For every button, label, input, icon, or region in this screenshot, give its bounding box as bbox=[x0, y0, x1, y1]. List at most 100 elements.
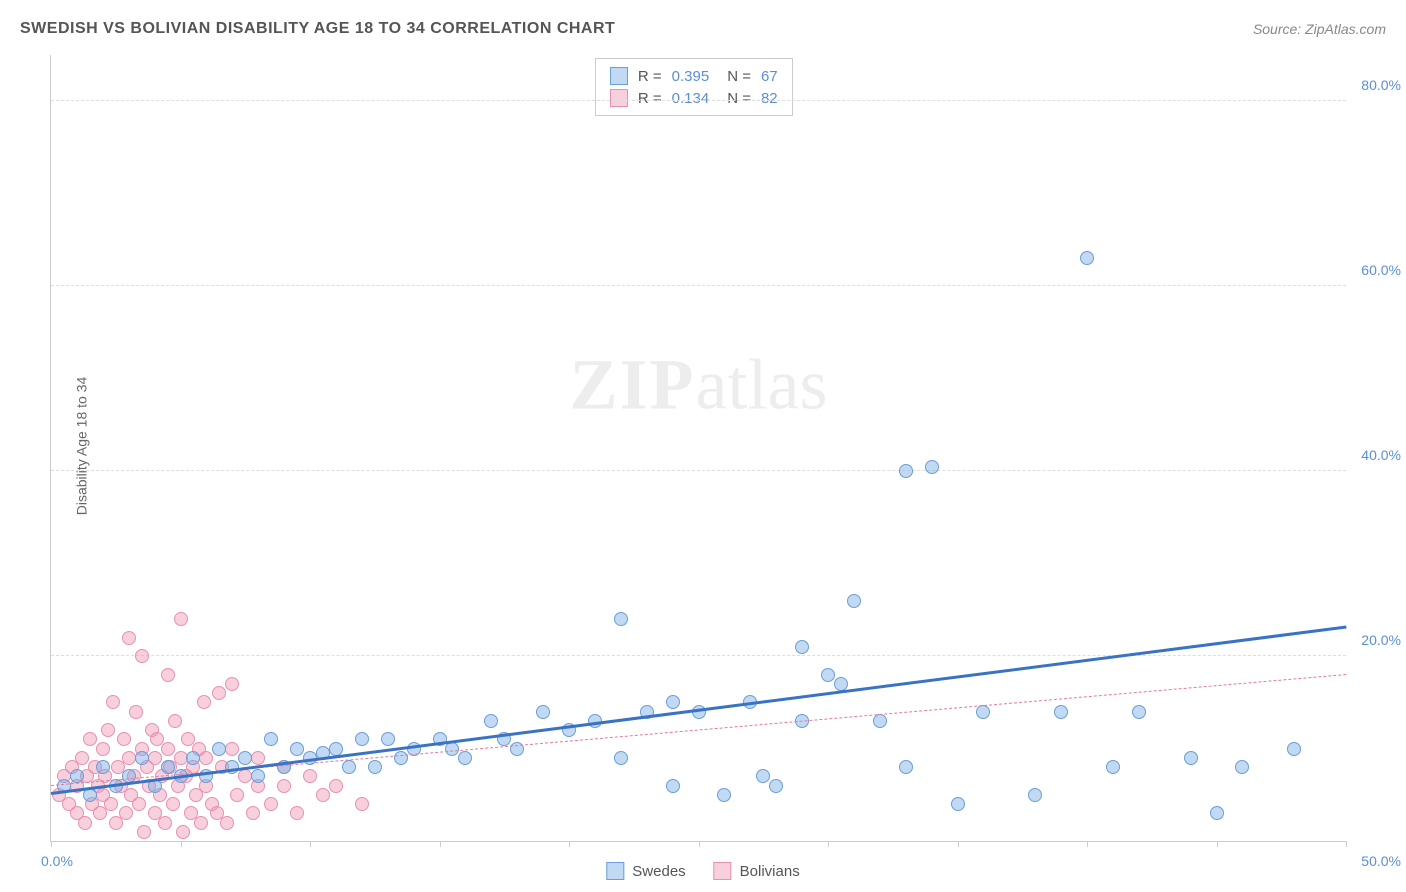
data-point bbox=[666, 695, 680, 709]
x-tick bbox=[699, 841, 700, 847]
data-point bbox=[117, 732, 131, 746]
y-tick-label: 40.0% bbox=[1361, 447, 1401, 463]
data-point bbox=[212, 686, 226, 700]
data-point bbox=[238, 751, 252, 765]
data-point bbox=[355, 732, 369, 746]
x-axis-max-label: 50.0% bbox=[1361, 853, 1401, 869]
data-point bbox=[717, 788, 731, 802]
y-tick-label: 20.0% bbox=[1361, 632, 1401, 648]
data-point bbox=[976, 705, 990, 719]
x-tick bbox=[1217, 841, 1218, 847]
data-point bbox=[1080, 251, 1094, 265]
data-point bbox=[614, 751, 628, 765]
data-point bbox=[106, 695, 120, 709]
x-tick bbox=[51, 841, 52, 847]
swatch-swedes bbox=[610, 67, 628, 85]
data-point bbox=[122, 751, 136, 765]
data-point bbox=[847, 594, 861, 608]
data-point bbox=[75, 751, 89, 765]
data-point bbox=[756, 769, 770, 783]
data-point bbox=[161, 668, 175, 682]
data-point bbox=[368, 760, 382, 774]
data-point bbox=[220, 816, 234, 830]
data-point bbox=[135, 751, 149, 765]
data-point bbox=[458, 751, 472, 765]
data-point bbox=[104, 797, 118, 811]
data-point bbox=[951, 797, 965, 811]
data-point bbox=[186, 751, 200, 765]
y-tick-label: 80.0% bbox=[1361, 77, 1401, 93]
data-point bbox=[1210, 806, 1224, 820]
data-point bbox=[158, 816, 172, 830]
data-point bbox=[122, 631, 136, 645]
chart-header: SWEDISH VS BOLIVIAN DISABILITY AGE 18 TO… bbox=[20, 20, 1386, 38]
data-point bbox=[795, 640, 809, 654]
data-point bbox=[230, 788, 244, 802]
data-point bbox=[355, 797, 369, 811]
data-point bbox=[251, 769, 265, 783]
data-point bbox=[290, 806, 304, 820]
stats-row-swedes: R = 0.395 N = 67 bbox=[610, 65, 778, 87]
data-point bbox=[925, 460, 939, 474]
data-point bbox=[536, 705, 550, 719]
data-point bbox=[96, 742, 110, 756]
gridline bbox=[51, 285, 1346, 286]
data-point bbox=[197, 695, 211, 709]
data-point bbox=[251, 751, 265, 765]
x-tick bbox=[828, 841, 829, 847]
gridline bbox=[51, 655, 1346, 656]
chart-title: SWEDISH VS BOLIVIAN DISABILITY AGE 18 TO… bbox=[20, 20, 615, 38]
watermark: ZIPatlas bbox=[570, 344, 828, 427]
data-point bbox=[1106, 760, 1120, 774]
data-point bbox=[303, 769, 317, 783]
data-point bbox=[1235, 760, 1249, 774]
data-point bbox=[821, 668, 835, 682]
data-point bbox=[394, 751, 408, 765]
data-point bbox=[135, 649, 149, 663]
x-tick bbox=[958, 841, 959, 847]
data-point bbox=[1054, 705, 1068, 719]
data-point bbox=[194, 816, 208, 830]
legend-swatch-bolivians bbox=[714, 862, 732, 880]
data-point bbox=[83, 732, 97, 746]
data-point bbox=[1184, 751, 1198, 765]
swatch-bolivians bbox=[610, 89, 628, 107]
stats-legend: R = 0.395 N = 67 R = 0.134 N = 82 bbox=[595, 58, 793, 116]
legend-item-bolivians: Bolivians bbox=[714, 862, 800, 880]
x-tick bbox=[569, 841, 570, 847]
data-point bbox=[137, 825, 151, 839]
data-point bbox=[1028, 788, 1042, 802]
data-point bbox=[342, 760, 356, 774]
source-attribution: Source: ZipAtlas.com bbox=[1253, 21, 1386, 37]
data-point bbox=[78, 816, 92, 830]
data-point bbox=[666, 779, 680, 793]
x-tick bbox=[1087, 841, 1088, 847]
data-point bbox=[329, 742, 343, 756]
stats-row-bolivians: R = 0.134 N = 82 bbox=[610, 87, 778, 109]
data-point bbox=[1132, 705, 1146, 719]
data-point bbox=[161, 760, 175, 774]
scatter-chart: ZIPatlas R = 0.395 N = 67 R = 0.134 N = … bbox=[50, 55, 1346, 842]
data-point bbox=[290, 742, 304, 756]
data-point bbox=[329, 779, 343, 793]
legend-swatch-swedes bbox=[606, 862, 624, 880]
data-point bbox=[96, 760, 110, 774]
y-tick-label: 60.0% bbox=[1361, 262, 1401, 278]
data-point bbox=[277, 779, 291, 793]
gridline bbox=[51, 470, 1346, 471]
data-point bbox=[316, 788, 330, 802]
gridline bbox=[51, 100, 1346, 101]
data-point bbox=[174, 751, 188, 765]
data-point bbox=[166, 797, 180, 811]
data-point bbox=[174, 612, 188, 626]
x-tick bbox=[310, 841, 311, 847]
data-point bbox=[246, 806, 260, 820]
x-tick bbox=[181, 841, 182, 847]
data-point bbox=[212, 742, 226, 756]
data-point bbox=[899, 464, 913, 478]
series-legend: Swedes Bolivians bbox=[606, 862, 799, 880]
data-point bbox=[70, 769, 84, 783]
data-point bbox=[769, 779, 783, 793]
x-tick bbox=[1346, 841, 1347, 847]
data-point bbox=[168, 714, 182, 728]
